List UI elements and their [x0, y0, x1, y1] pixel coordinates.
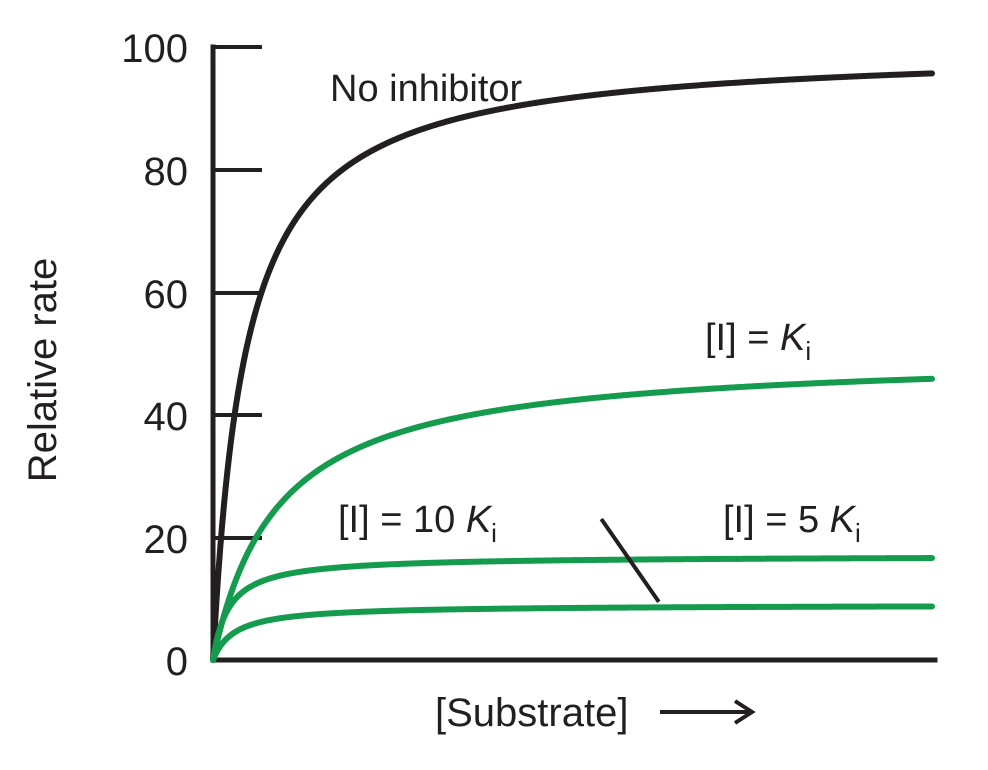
- series-label-i-equals-10ki: [I] = 10 Ki: [338, 499, 497, 548]
- y-tick-label-40: 40: [144, 395, 189, 439]
- curve-i-equals-ki: [210, 375, 935, 663]
- y-tick-label-20: 20: [144, 518, 189, 562]
- y-tick-label-80: 80: [144, 150, 189, 194]
- y-tick-label-100: 100: [121, 27, 188, 71]
- curve-no-inhibitor: [210, 70, 935, 663]
- leader-line-10ki: [599, 517, 661, 603]
- x-axis-title: [Substrate]: [435, 691, 628, 735]
- series-curves: [210, 70, 935, 663]
- curve-i-equals-5ki: [210, 555, 935, 663]
- series-label-i-equals-5ki: [I] = 5 Ki: [723, 499, 861, 548]
- curve-i-equals-10ki: [210, 603, 935, 663]
- series-label-ki-prefix: [I] =: [705, 317, 780, 359]
- series-label-5ki-prefix: [I] = 5: [723, 499, 830, 541]
- y-axis-title: Relative rate: [21, 258, 65, 483]
- series-label-10ki-subscript: i: [491, 518, 497, 548]
- series-label-5ki-subscript: i: [855, 518, 861, 548]
- series-label-i-equals-ki: [I] = Ki: [705, 317, 811, 366]
- y-tick-label-60: 60: [144, 273, 189, 317]
- series-label-no-inhibitor-text: No inhibitor: [330, 68, 523, 110]
- y-tick-label-0: 0: [166, 640, 188, 684]
- y-axis-ticks: [213, 45, 262, 540]
- series-label-5ki-symbol: K: [830, 499, 857, 541]
- series-label-10ki-prefix: [I] = 10: [338, 499, 466, 541]
- series-label-ki-symbol: K: [780, 317, 807, 359]
- series-label-ki-subscript: i: [805, 336, 811, 366]
- x-axis-arrow-icon: [660, 699, 756, 725]
- series-label-no-inhibitor: No inhibitor: [330, 68, 523, 110]
- series-label-10ki-symbol: K: [466, 499, 493, 541]
